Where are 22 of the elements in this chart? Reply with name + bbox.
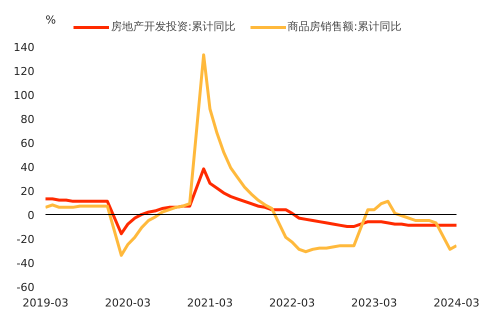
- x-tick-label: 2023-03: [351, 296, 398, 310]
- y-tick-label: 80: [20, 113, 35, 126]
- x-tick-label: 2022-03: [269, 296, 316, 310]
- y-tick-label: 20: [20, 185, 35, 198]
- x-tick-label: 2024-03: [434, 296, 480, 310]
- line-series: [46, 53, 456, 257]
- y-tick-label: 100: [14, 89, 35, 102]
- y-tick-label: 60: [20, 137, 35, 150]
- x-tick-label: 2019-03: [22, 296, 68, 310]
- line-series: [46, 167, 456, 236]
- legend-label: 房地产开发投资:累计同比: [111, 19, 236, 34]
- y-tick-label: -60: [16, 281, 34, 294]
- x-tick-label: 2021-03: [186, 296, 233, 310]
- y-tick-label: -20: [16, 233, 34, 246]
- y-tick-label: 140: [14, 41, 35, 54]
- y-tick-label: 40: [20, 161, 35, 174]
- y-tick-label: -40: [16, 257, 34, 270]
- legend-label: 商品房销售额:累计同比: [288, 19, 402, 34]
- x-tick-label: 2020-03: [104, 296, 151, 310]
- y-axis-title: %: [46, 14, 56, 26]
- y-tick-label: 120: [14, 65, 35, 78]
- y-tick-label: 0: [28, 209, 34, 222]
